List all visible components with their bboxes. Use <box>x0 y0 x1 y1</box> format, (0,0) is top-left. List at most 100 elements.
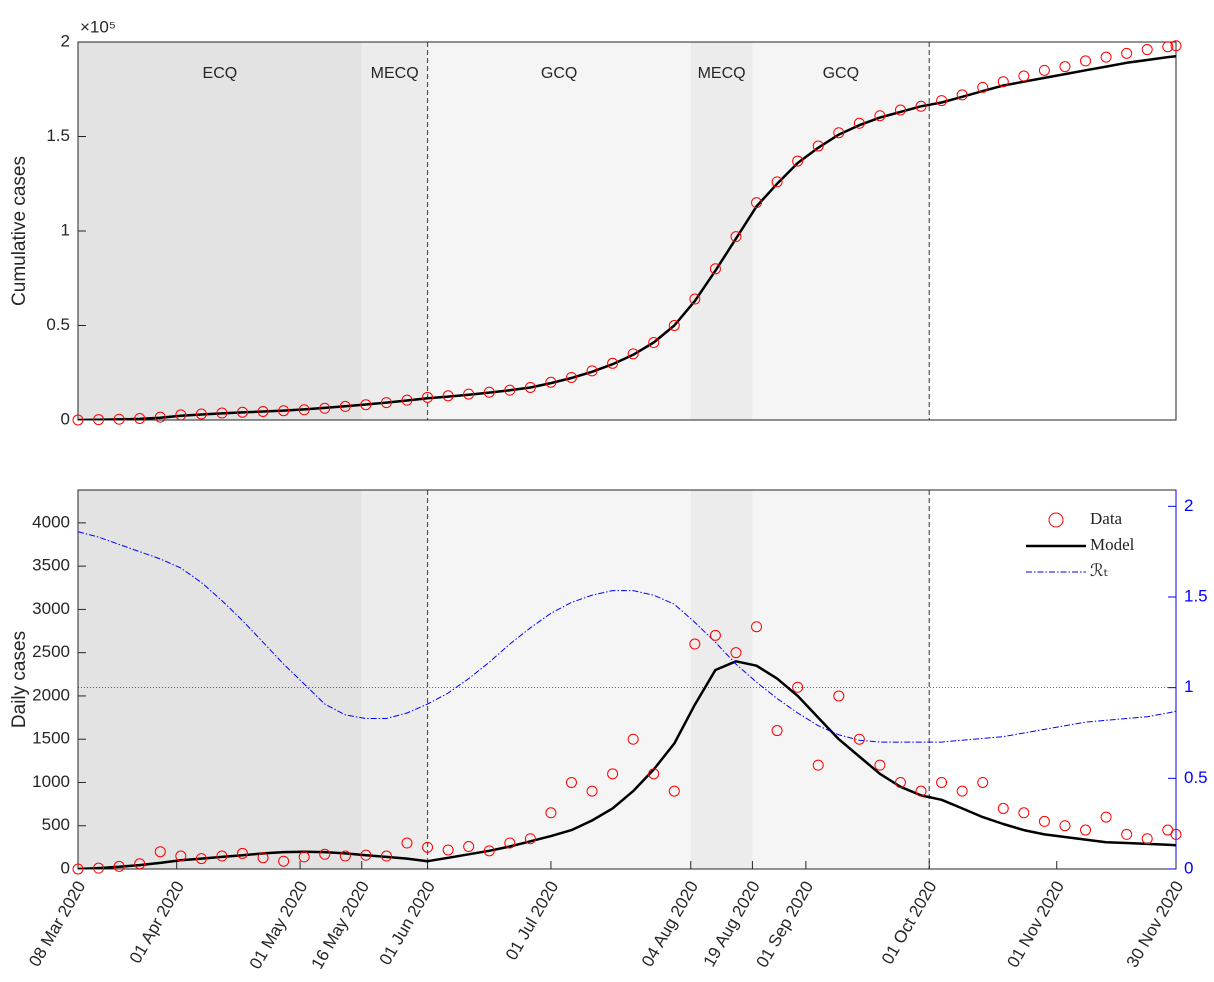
data-point <box>1170 828 1182 840</box>
phase-label: MECQ <box>371 65 419 82</box>
data-point <box>648 337 660 349</box>
data-point <box>93 414 105 426</box>
phase-band <box>427 42 691 420</box>
y-tick-label: 1000 <box>32 772 70 791</box>
data-point <box>689 293 701 305</box>
data-point <box>401 837 413 849</box>
series-line <box>78 660 1176 869</box>
x-tick-label: 01 Oct 2020 <box>878 878 941 968</box>
y-tick-label: 1 <box>61 220 70 239</box>
x-tick-label: 19 Aug 2020 <box>700 878 764 970</box>
data-point <box>936 95 948 107</box>
data-point <box>1080 55 1092 67</box>
data-point <box>236 406 248 418</box>
x-tick-label: 08 Mar 2020 <box>25 878 89 970</box>
data-point <box>771 176 783 188</box>
data-point <box>154 411 166 423</box>
data-point <box>339 400 351 412</box>
data-point <box>1080 824 1092 836</box>
data-point <box>627 348 639 360</box>
data-point <box>1162 41 1174 53</box>
y-axis-label: Cumulative cases <box>9 156 30 306</box>
data-point <box>1100 51 1112 63</box>
data-point <box>298 851 310 863</box>
data-point <box>565 371 577 383</box>
data-point <box>72 863 84 875</box>
data-point <box>422 841 434 853</box>
data-point <box>1038 64 1050 76</box>
data-point <box>154 846 166 858</box>
data-point <box>278 405 290 417</box>
data-point <box>1100 811 1112 823</box>
y-tick-label: 3500 <box>32 556 70 575</box>
series-line <box>78 54 1176 420</box>
data-point <box>524 833 536 845</box>
phase-band <box>427 490 691 869</box>
phase-label: GCQ <box>541 65 577 82</box>
data-point <box>709 263 721 275</box>
data-point <box>997 76 1009 88</box>
data-point <box>1121 47 1133 59</box>
data-point <box>319 402 331 414</box>
legend-marker <box>1048 512 1064 528</box>
data-point <box>792 681 804 693</box>
data-point <box>648 768 660 780</box>
data-point <box>134 412 146 424</box>
data-point <box>1059 820 1071 832</box>
x-tick-label: 01 Jun 2020 <box>376 878 439 969</box>
data-point <box>915 100 927 112</box>
y2-tick-label: 1.5 <box>1184 586 1208 605</box>
y-tick-label: 500 <box>42 815 70 834</box>
y-tick-label: 2 <box>61 31 70 50</box>
data-point <box>894 776 906 788</box>
data-point <box>463 841 475 853</box>
data-point <box>422 391 434 403</box>
x-tick-label: 30 Nov 2020 <box>1123 878 1188 971</box>
data-point <box>175 850 187 862</box>
y-tick-label: 1.5 <box>46 126 70 145</box>
data-point <box>833 127 845 139</box>
phase-band <box>752 42 930 420</box>
data-point <box>257 405 269 417</box>
x-tick-label: 01 Apr 2020 <box>126 878 188 967</box>
data-point <box>442 390 454 402</box>
data-point <box>72 414 84 426</box>
data-point <box>915 785 927 797</box>
data-point <box>483 845 495 857</box>
data-point <box>1170 40 1182 52</box>
data-point <box>504 837 516 849</box>
data-point <box>709 629 721 641</box>
phase-band <box>690 42 753 420</box>
data-point <box>113 413 125 425</box>
data-point <box>668 320 680 331</box>
y-tick-label: 4000 <box>32 512 70 531</box>
data-point <box>216 850 228 862</box>
data-point <box>997 802 1009 814</box>
data-point <box>771 725 783 737</box>
data-point <box>812 140 824 152</box>
y-tick-label: 0.5 <box>46 315 70 334</box>
data-point <box>504 384 516 396</box>
phase-label: MECQ <box>698 65 746 82</box>
y-multiplier: ×10⁵ <box>80 17 116 36</box>
y-tick-label: 0 <box>61 409 70 428</box>
y2-tick-label: 0 <box>1184 858 1193 877</box>
legend: Data Model ℛₜ <box>1026 509 1135 580</box>
series-line <box>78 531 1176 743</box>
data-point <box>668 785 680 797</box>
data-point <box>751 197 763 209</box>
data-point <box>380 397 392 409</box>
data-point <box>380 850 392 862</box>
data-point <box>977 81 989 93</box>
x-tick-label: 01 Jul 2020 <box>502 878 562 964</box>
data-point <box>956 89 968 101</box>
data-point <box>936 776 948 788</box>
phase-band <box>78 42 362 420</box>
data-point <box>751 621 763 633</box>
data-point <box>607 357 619 369</box>
data-point <box>627 733 639 745</box>
data-point <box>853 117 865 129</box>
y2-tick-label: 2 <box>1184 496 1193 515</box>
